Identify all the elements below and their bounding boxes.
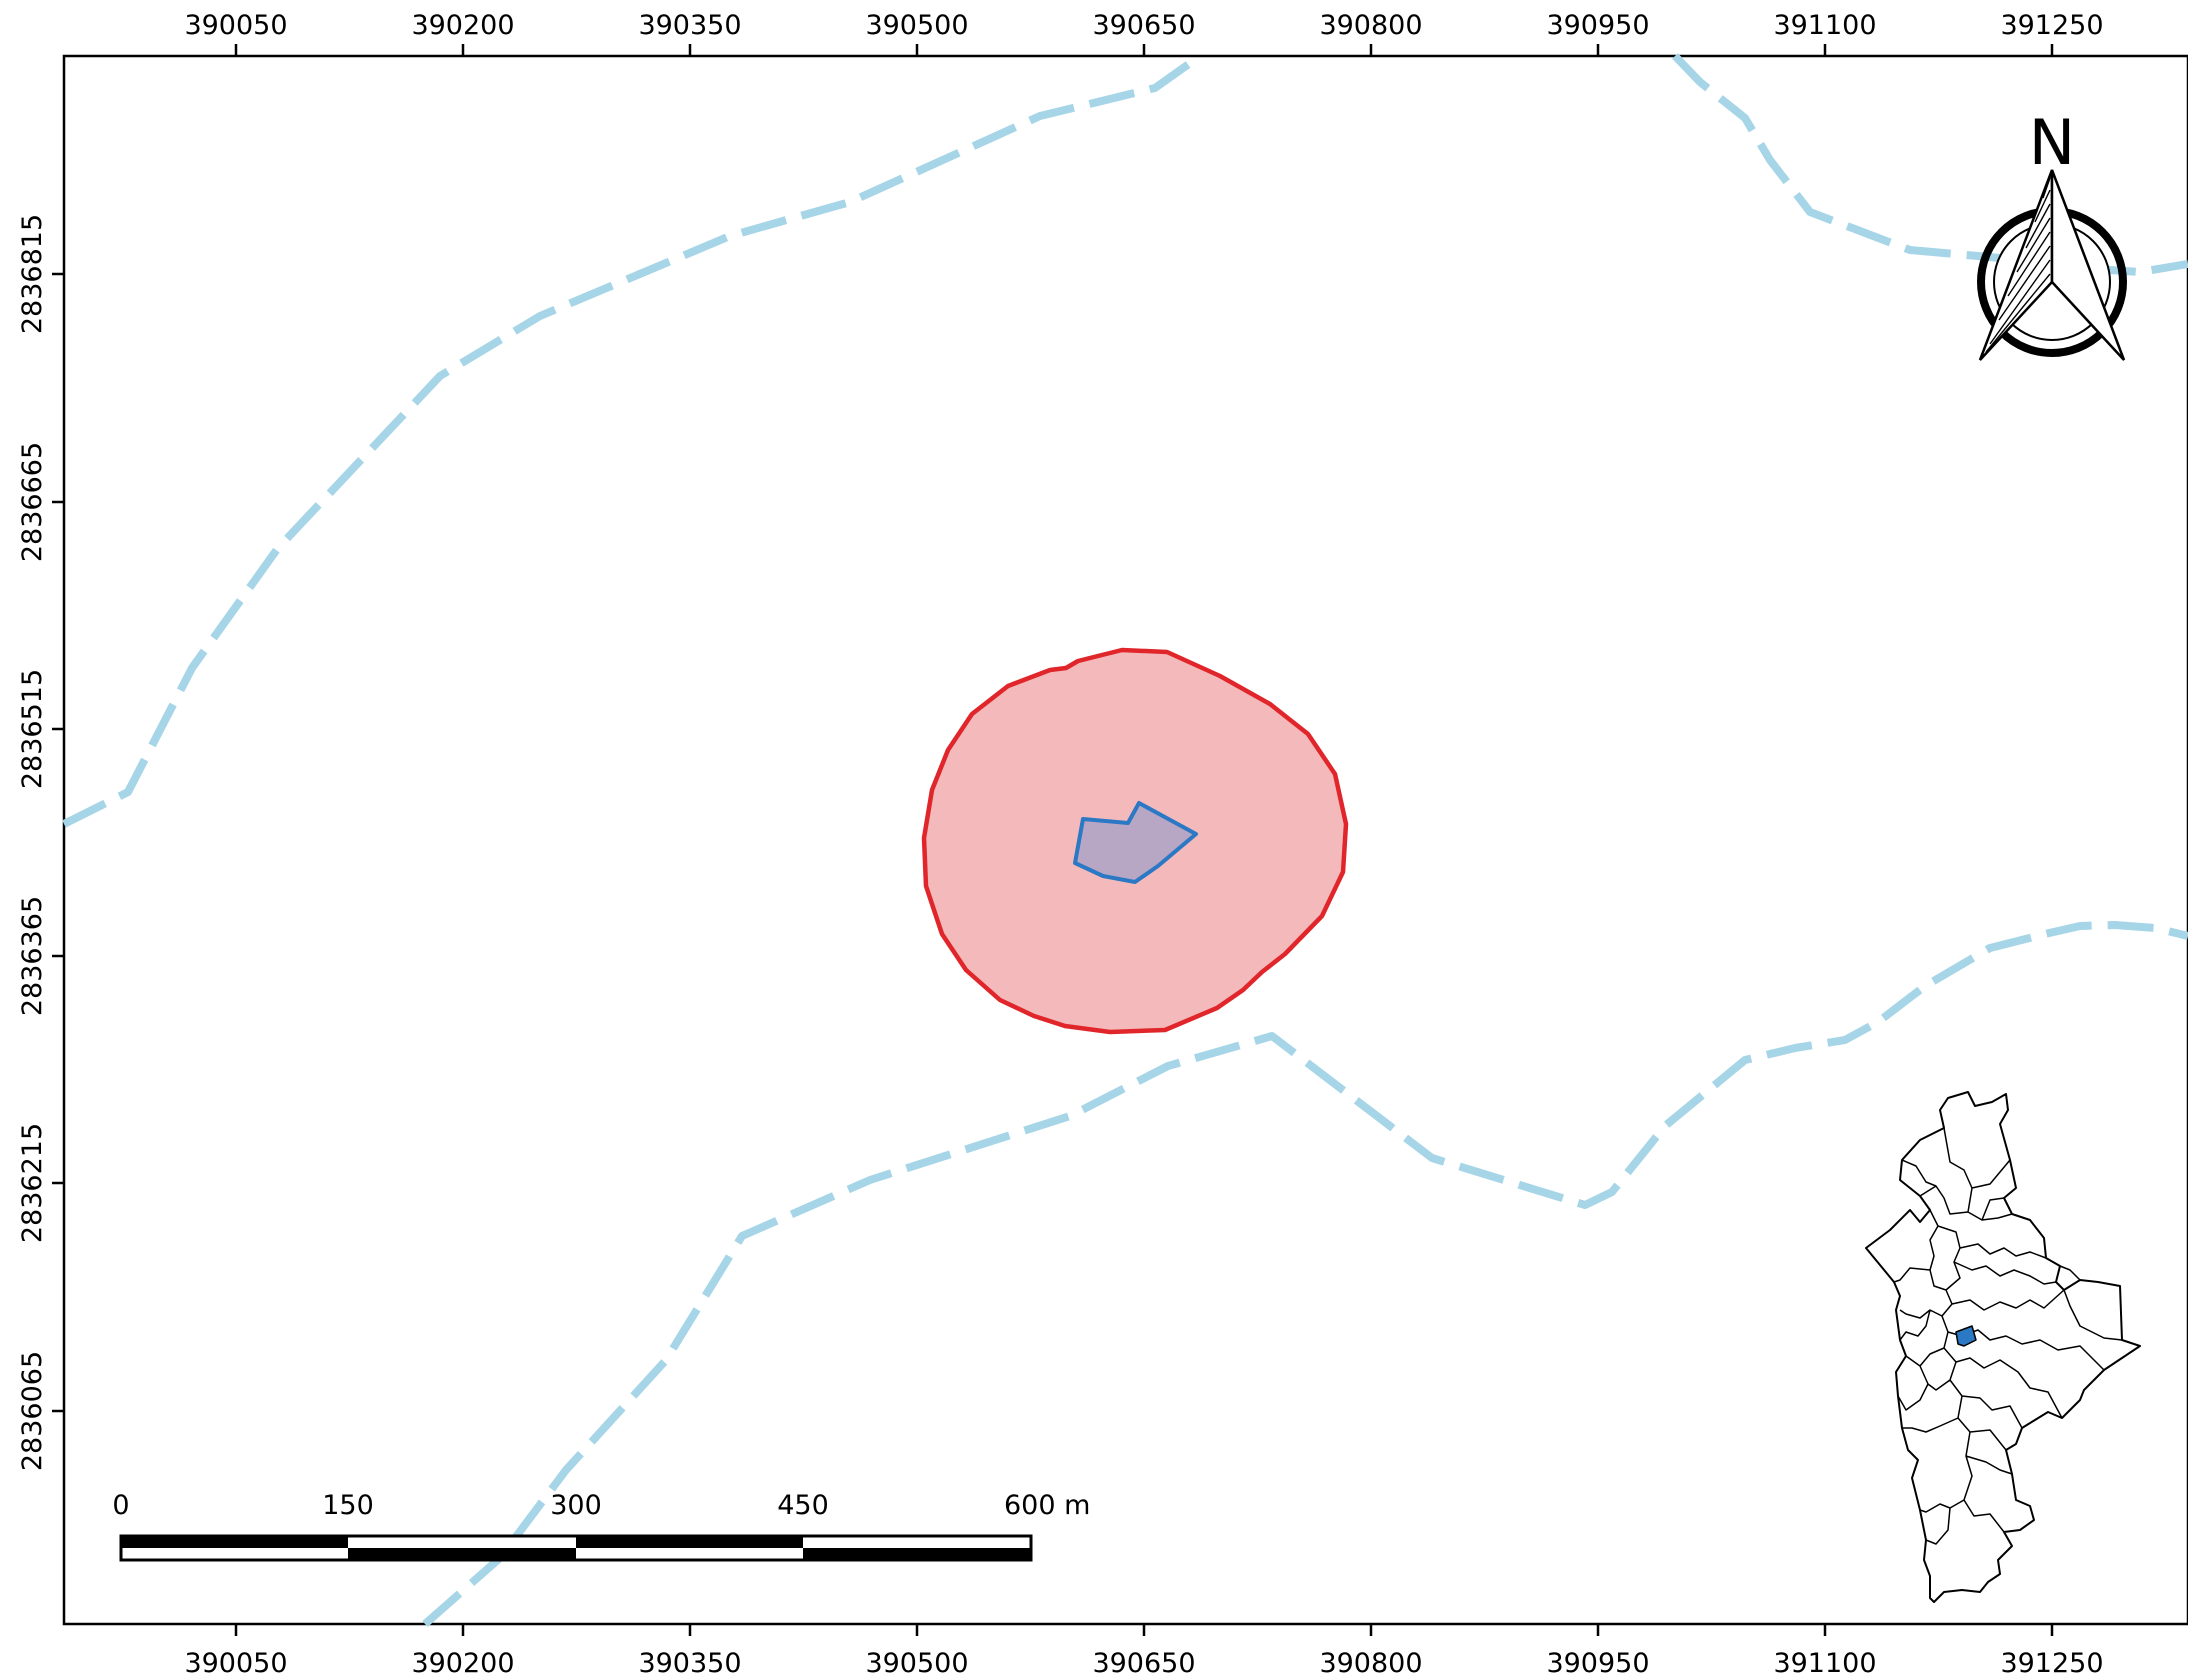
locator-highlight: [1955, 1325, 1977, 1347]
x-tick-label: 391250: [2000, 10, 2103, 41]
scale-label: 450: [777, 1490, 829, 1521]
y-tick-label: 2836515: [17, 669, 48, 789]
y-tick-label: 2836065: [17, 1351, 48, 1471]
site-polygon: [1073, 801, 1198, 884]
y-tick-label: 2836365: [17, 896, 48, 1016]
scale-label: 150: [322, 1490, 374, 1521]
scale-label: 600 m: [1004, 1490, 1090, 1521]
x-tick-label: 390350: [638, 1648, 741, 1678]
scale-bar: 0 150 300 450 600 m: [112, 1490, 1090, 1562]
x-tick-label: 390200: [411, 1648, 514, 1678]
tick-marks: [52, 44, 2054, 1636]
x-tick-label: 390800: [1319, 10, 1422, 41]
x-tick-label: 390200: [411, 10, 514, 41]
x-tick-label: 390500: [865, 1648, 968, 1678]
locator-boundaries: [1893, 1127, 2123, 1545]
x-tick-label: 391250: [2000, 1648, 2103, 1678]
x-tick-label: 391100: [1773, 10, 1876, 41]
x-tick-label: 390950: [1546, 10, 1649, 41]
x-axis-bottom: 390050 390200 390350 390500 390650 39080…: [184, 1648, 2103, 1678]
stream-line-north: [62, 52, 1203, 828]
x-tick-label: 390650: [1092, 1648, 1195, 1678]
y-tick-label: 2836215: [17, 1123, 48, 1243]
north-label: N: [2029, 106, 2075, 179]
x-tick-label: 390050: [184, 1648, 287, 1678]
scale-label: 300: [550, 1490, 602, 1521]
x-axis-top: 390050 390200 390350 390500 390650 39080…: [184, 10, 2103, 41]
north-arrow-icon: N: [1977, 106, 2127, 361]
stream-line-south: [422, 921, 2188, 1628]
y-tick-label: 2836665: [17, 442, 48, 562]
x-tick-label: 390050: [184, 10, 287, 41]
x-tick-label: 390950: [1546, 1648, 1649, 1678]
x-tick-label: 390800: [1319, 1648, 1422, 1678]
locator-map: [1865, 1091, 2141, 1603]
x-tick-label: 390350: [638, 10, 741, 41]
y-axis-left: 2836815 2836665 2836515 2836365 2836215 …: [17, 214, 48, 1471]
x-tick-label: 390500: [865, 10, 968, 41]
y-tick-label: 2836815: [17, 214, 48, 334]
x-tick-label: 390650: [1092, 10, 1195, 41]
scale-label: 0: [112, 1490, 129, 1521]
streams-layer: [62, 52, 2188, 1628]
stream-line-northeast: [1672, 53, 2188, 276]
x-tick-label: 391100: [1773, 1648, 1876, 1678]
